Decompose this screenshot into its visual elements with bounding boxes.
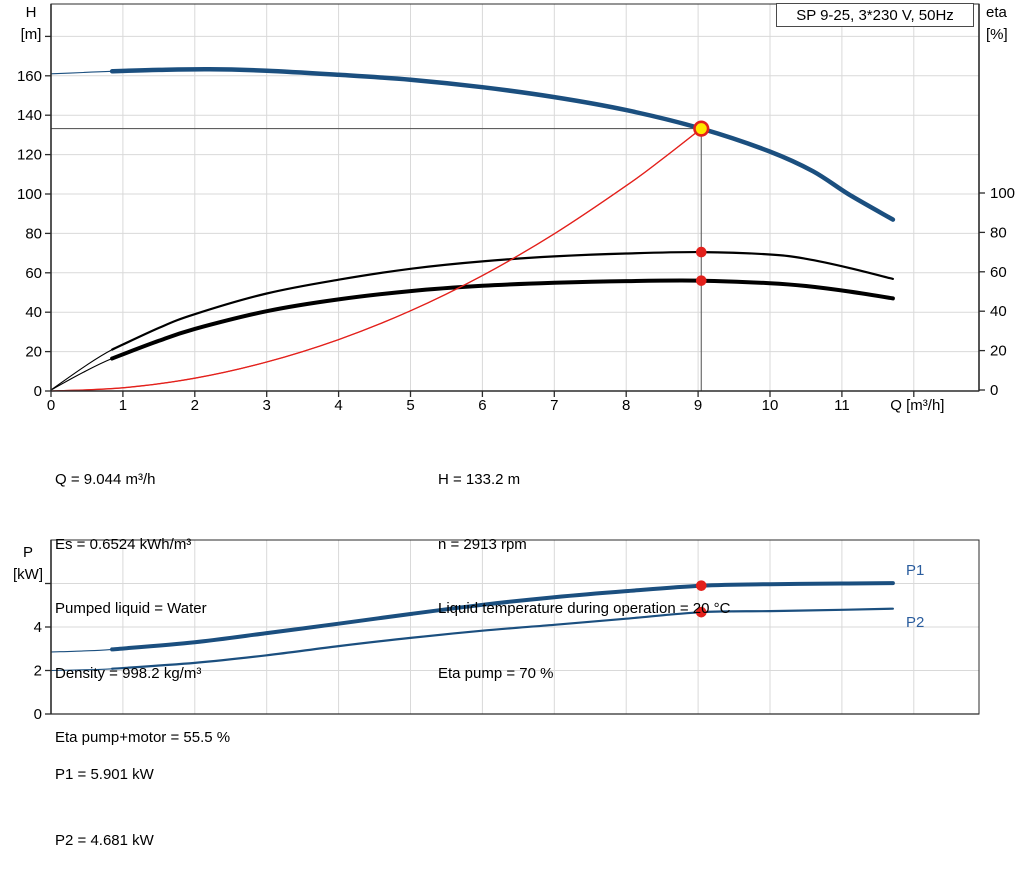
hq-chart-frame: [50, 3, 980, 392]
h-axis-tick-label: 100: [17, 186, 42, 203]
duty-eta-pump-dot: [695, 246, 707, 258]
q-axis-tick-label: 10: [762, 397, 779, 414]
eta-axis-unit-label: eta: [986, 4, 1008, 21]
eta-axis-tick-label: 20: [990, 343, 1007, 360]
p2-curve: [111, 607, 894, 670]
p1-curve-label: P1: [906, 562, 925, 579]
p-axis-tick-label: 4: [34, 619, 42, 636]
annotation-density: Density = 998.2 kg/m³: [55, 664, 202, 682]
annotation-p1: P1 = 5.901 kW: [55, 766, 154, 783]
q-axis-tick-label: 0: [47, 397, 55, 414]
duty-annotations-left: Q = 9.044 m³/h Es = 0.6524 kWh/m³ Pumped…: [55, 426, 230, 770]
eta-axis-tick-label: 60: [990, 264, 1007, 281]
p-axis-unit-label: P: [23, 544, 33, 561]
q-axis-tick-label: 11: [834, 397, 850, 414]
h-axis-tick-label: 80: [25, 225, 42, 242]
eta-axis-unit-label: [%]: [986, 26, 1008, 43]
p2-duty-dot: [695, 606, 707, 618]
q-axis-tick-label: 4: [334, 397, 342, 414]
annotation-q: Q = 9.044 m³/h: [55, 471, 156, 488]
h-axis-unit-label: [m]: [21, 26, 42, 43]
q-axis-tick-label: 1: [119, 397, 127, 414]
eta-axis-tick-label: 40: [990, 303, 1007, 320]
p-axis-unit-label: [kW]: [13, 566, 43, 583]
product-title: SP 9-25, 3*230 V, 50Hz: [796, 6, 954, 24]
p-axis-tick-label: 2: [34, 663, 42, 680]
h-axis-tick-label: 20: [25, 344, 42, 361]
eta-axis-tick-label: 0: [990, 382, 998, 399]
p-axis-tick-label: 0: [34, 706, 42, 723]
eta-axis-tick-label: 80: [990, 224, 1007, 241]
q-axis-tick-label: 5: [406, 397, 414, 414]
q-axis-tick-label: 6: [478, 397, 486, 414]
annotation-p2: P2 = 4.681 kW: [55, 832, 154, 849]
q-axis-tick-label: 7: [550, 397, 558, 414]
annotation-es: Es = 0.6524 kWh/m³: [55, 535, 192, 553]
h-axis-tick-label: 140: [17, 107, 42, 124]
duty-point-marker: [693, 120, 710, 137]
q-axis-tick-label: 3: [263, 397, 271, 414]
h-axis-unit-label: H: [26, 4, 37, 21]
eta-pump-curve: [111, 250, 894, 351]
q-axis-tick-label: 8: [622, 397, 630, 414]
eta-axis-tick-label: 100: [990, 185, 1015, 202]
p1-duty-dot: [695, 580, 707, 591]
product-title-box: SP 9-25, 3*230 V, 50Hz: [776, 3, 974, 27]
p2-curve-label: P2: [906, 614, 925, 631]
h-axis-tick-label: 160: [17, 68, 42, 85]
annotation-speed: n = 2913 rpm: [438, 535, 527, 553]
annotation-eta-pump-motor: Eta pump+motor = 55.5 %: [55, 729, 231, 746]
h-axis-tick-label: 0: [34, 383, 42, 400]
eta-pump-motor-curve: [110, 278, 895, 361]
p1-curve: [110, 581, 895, 652]
q-axis-tick-label: 9: [694, 397, 702, 414]
q-axis-unit-label: Q [m³/h]: [890, 397, 944, 414]
annotation-h: H = 133.2 m: [438, 471, 521, 488]
pump-curve-H: [109, 67, 896, 222]
pump-curve-report-page: { "report": { "product": "SP 9-25, 3*230…: [13, 3, 1016, 849]
annotation-liquid: Pumped liquid = Water: [55, 600, 207, 617]
h-axis-tick-label: 40: [25, 304, 42, 321]
annotation-temperature: Liquid temperature during operation = 20…: [438, 600, 731, 617]
pump-curve-H-thin: [50, 68, 894, 221]
h-axis-tick-label: 120: [17, 147, 42, 164]
q-axis-tick-label: 2: [191, 397, 199, 414]
duty-annotations-right: H = 133.2 m n = 2913 rpm Liquid temperat…: [438, 426, 730, 706]
annotation-eta-pump: Eta pump = 70 %: [438, 664, 554, 682]
system-curve: [50, 127, 702, 392]
h-axis-tick-label: 60: [25, 265, 42, 282]
power-annotations: P1 = 5.901 kW P2 = 4.681 kW: [55, 720, 154, 874]
duty-eta-pump-motor-dot: [695, 275, 707, 286]
